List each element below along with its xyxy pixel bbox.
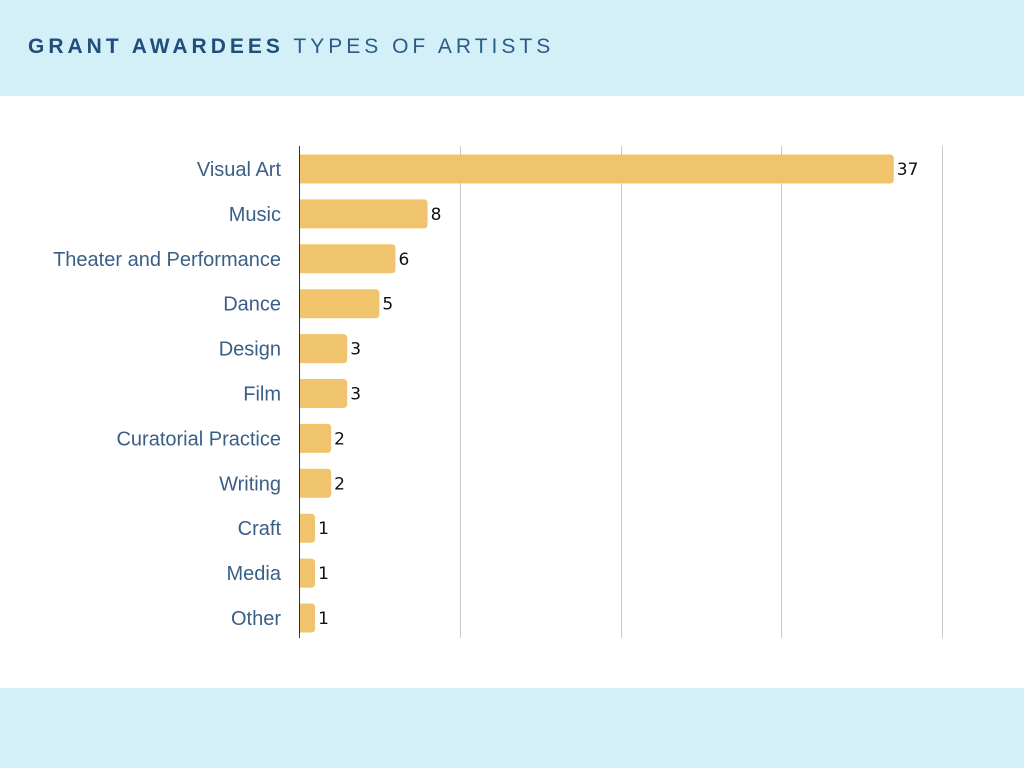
data-label: 5 (382, 295, 393, 315)
data-label: 3 (350, 385, 361, 405)
category-label: Writing (219, 473, 281, 495)
data-label: 8 (431, 205, 442, 225)
title-light-text: TYPES OF ARTISTS (293, 35, 555, 58)
bar (299, 244, 396, 274)
footer-band (0, 688, 1024, 768)
category-label: Visual Art (197, 159, 282, 181)
category-label: Theater and Performance (53, 249, 281, 271)
category-label: Music (229, 204, 281, 226)
bar (299, 289, 380, 319)
category-label: Film (243, 384, 281, 406)
data-label: 1 (318, 609, 329, 629)
bar (299, 468, 332, 498)
title-bold-text: GRANT AWARDEES (28, 35, 284, 58)
category-label: Curatorial Practice (116, 428, 281, 450)
bar-chart: Visual Art 37 Music 8 Theater and Performanc… (53, 146, 943, 638)
bar (299, 513, 316, 543)
header-band (0, 0, 1024, 96)
data-label: 1 (318, 519, 329, 539)
bar (299, 154, 894, 184)
data-label: 3 (350, 340, 361, 360)
data-label: 1 (318, 564, 329, 584)
page-title: GRANT AWARDEES TYPES OF ARTISTS (28, 34, 554, 60)
data-label: 37 (897, 160, 919, 180)
gridlines (460, 146, 943, 638)
category-label: Other (231, 608, 281, 630)
bar (299, 603, 316, 633)
bar (299, 334, 348, 364)
category-label: Craft (238, 518, 282, 540)
bar (299, 199, 428, 229)
labels: Visual Art 37 Music 8 Theater and Performanc… (53, 159, 918, 630)
data-label: 2 (334, 474, 345, 494)
data-label: 6 (398, 250, 409, 270)
bar (299, 379, 348, 408)
bars (299, 154, 894, 633)
bar (299, 423, 332, 453)
data-label: 2 (334, 429, 345, 449)
bar (299, 558, 316, 588)
category-label: Media (227, 563, 282, 585)
category-label: Design (219, 339, 281, 361)
category-label: Dance (223, 294, 281, 316)
